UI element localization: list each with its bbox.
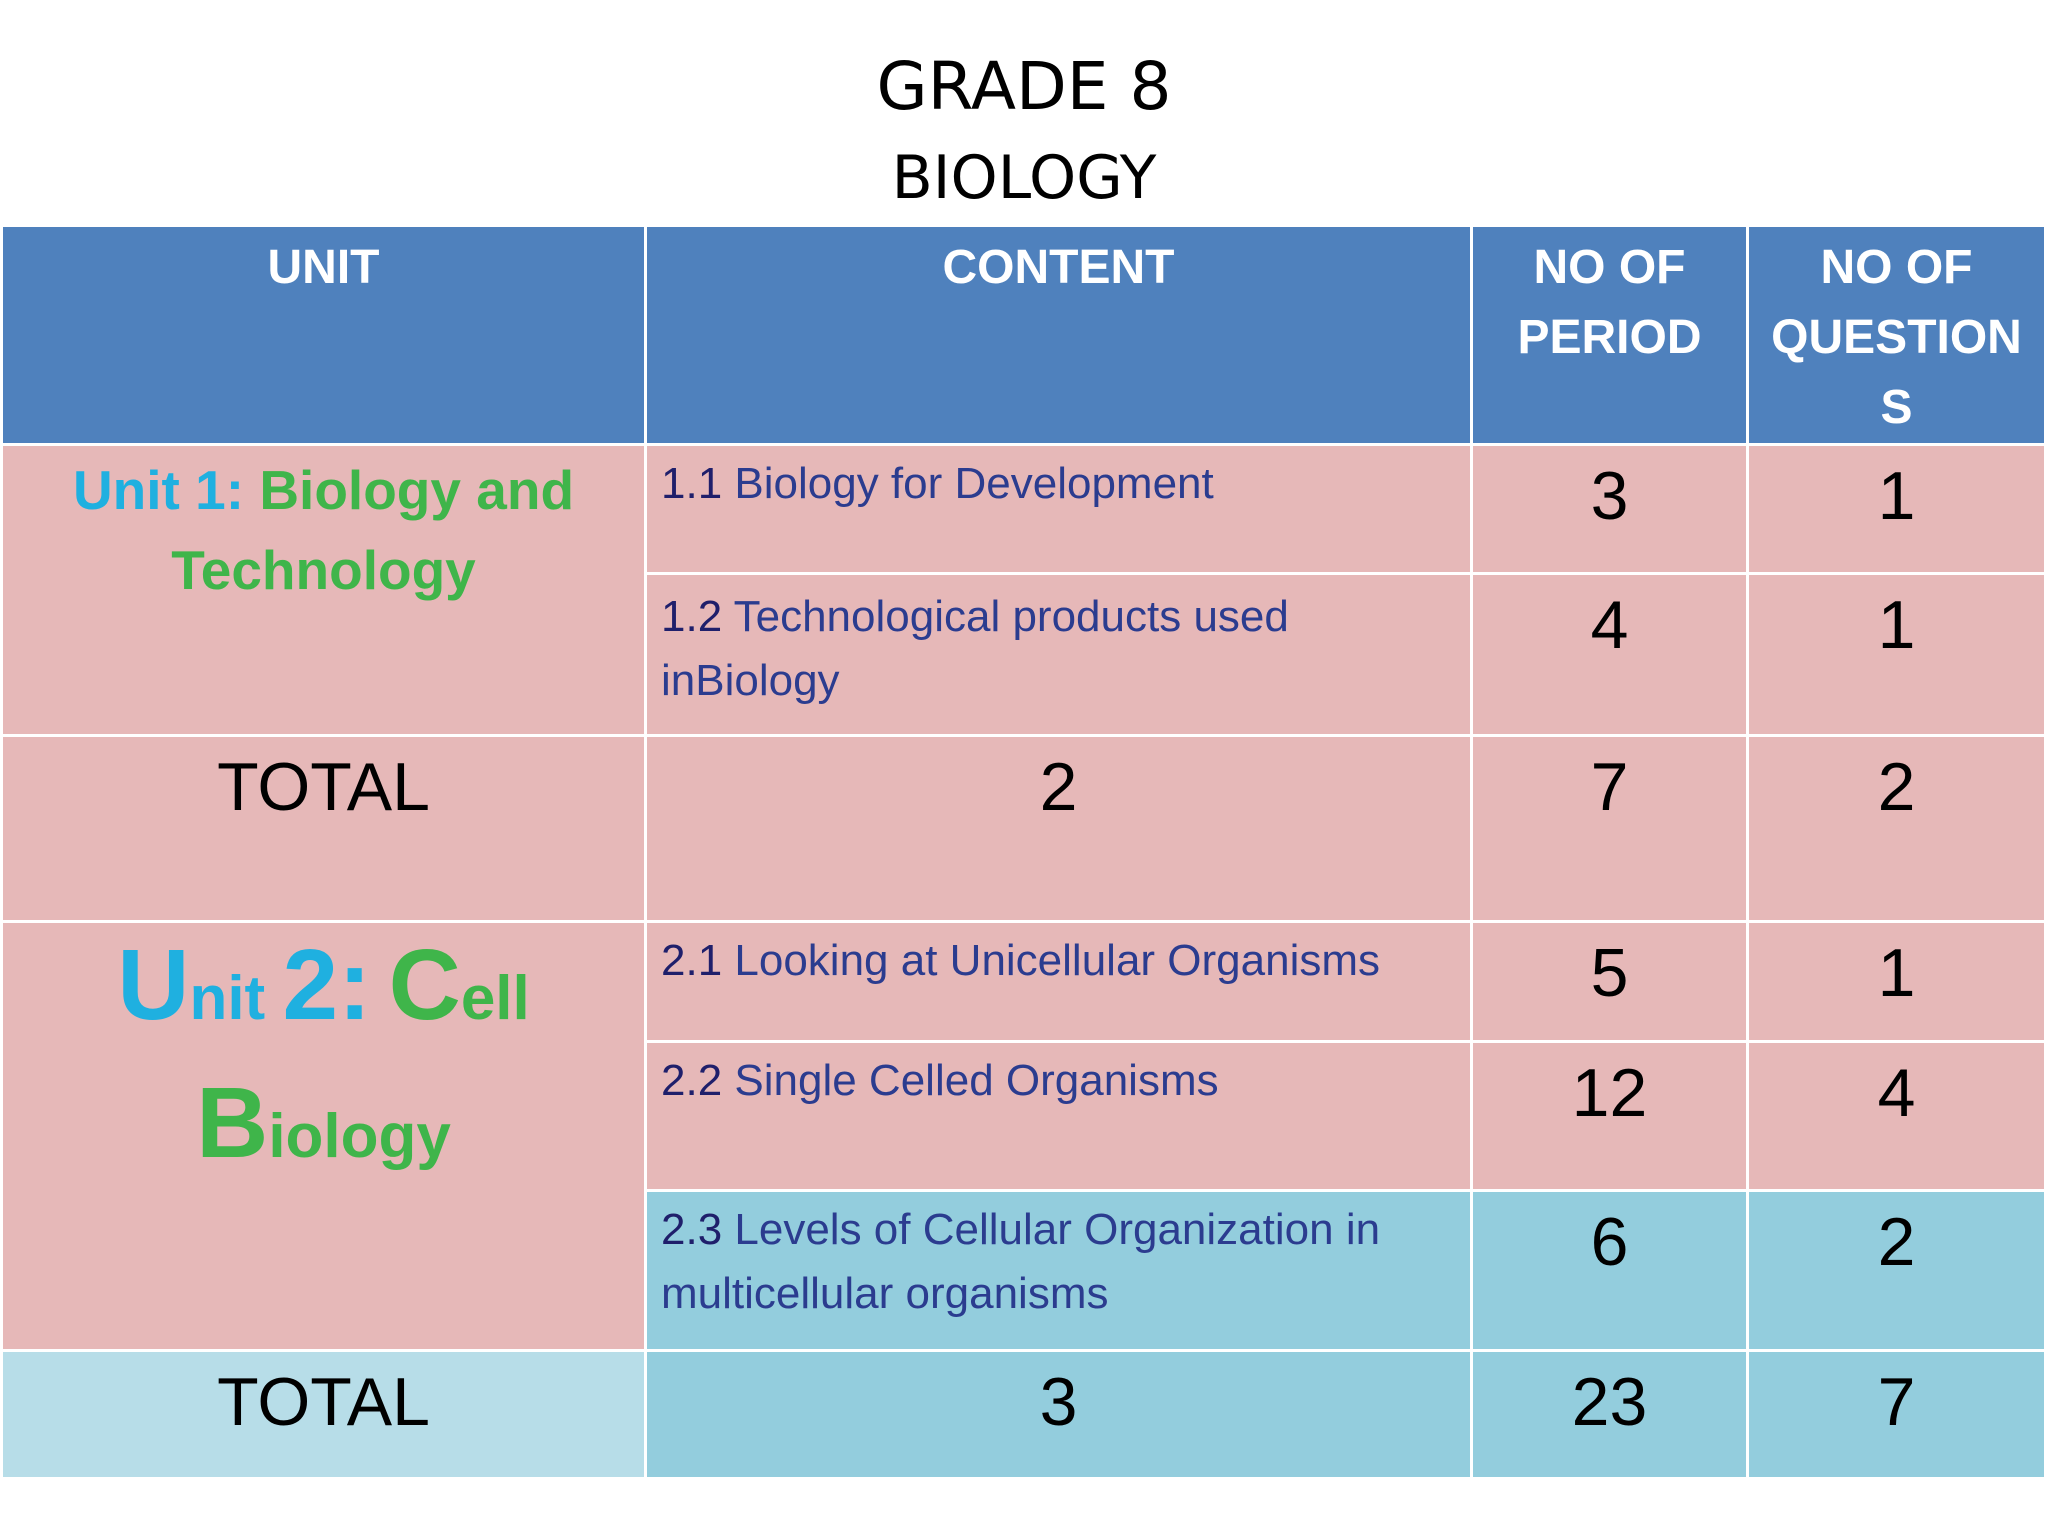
questions-cell: 1: [1746, 443, 2047, 575]
unit2-label-iology: iology: [268, 1102, 451, 1171]
unit2-label-nit: nit: [189, 964, 283, 1033]
questions-cell: 2: [1746, 1189, 2047, 1352]
unit2-label-number: 2:: [282, 929, 372, 1041]
periods-cell: 5: [1470, 920, 1749, 1043]
header-questions-line1: NO OF: [1820, 241, 1973, 294]
header-content: CONTENT: [644, 224, 1473, 446]
unit2-label-u: U: [117, 929, 190, 1041]
unit2-label-ell: ell: [460, 964, 530, 1033]
total-content: 2: [644, 734, 1473, 923]
content-number: 2.1: [661, 936, 735, 985]
header-periods-line2: PERIOD: [1517, 311, 1702, 364]
content-text: Levels of Cellular Organization in multi…: [661, 1205, 1381, 1318]
table-row: Unit 2: Cell Biology 2.1 Looking at Unic…: [0, 920, 2047, 1352]
content-cell: 2.3 Levels of Cellular Organization in m…: [644, 1189, 1473, 1352]
page-subtitle: BIOLOGY: [891, 143, 1157, 213]
total-periods: 7: [1470, 734, 1749, 923]
content-text: Biology for Development: [734, 459, 1214, 508]
questions-cell: 1: [1746, 572, 2047, 737]
total-row: TOTAL 2 7 2: [0, 734, 2047, 923]
header-no-of-questions: NO OF QUESTION S: [1746, 224, 2047, 446]
total-label: TOTAL: [0, 1349, 647, 1480]
table-row: 2.2 Single Celled Organisms 12 4: [2, 1040, 2047, 1192]
header-periods-line1: NO OF: [1533, 241, 1686, 294]
content-cell: 1.2 Technological products used inBiolog…: [644, 572, 1473, 737]
periods-cell: 4: [1470, 572, 1749, 737]
questions-cell: 1: [1746, 920, 2047, 1043]
header-questions-line3: S: [1880, 381, 1913, 434]
header-questions-line2: QUESTION: [1771, 311, 2022, 364]
grade8-biology-table: UNIT CONTENT NO OF PERIOD NO OF QUESTION…: [0, 224, 2047, 1480]
unit1-label-title2: Technology: [171, 539, 476, 601]
content-text: Single Celled Organisms: [734, 1056, 1219, 1105]
total-content: 3: [644, 1349, 1473, 1480]
unit2-cell: Unit 2: Cell Biology: [0, 920, 647, 1352]
content-text: Technological products used inBiology: [661, 592, 1289, 705]
periods-cell: 12: [1470, 1040, 1749, 1192]
total-label: TOTAL: [0, 734, 647, 923]
unit2-label-c: C: [388, 929, 461, 1041]
header-no-of-period: NO OF PERIOD: [1470, 224, 1749, 446]
content-number: 2.2: [661, 1056, 735, 1105]
content-cell: 2.2 Single Celled Organisms: [644, 1040, 1473, 1192]
total-questions: 2: [1746, 734, 2047, 923]
unit1-label-title: Biology and: [259, 459, 575, 521]
questions-cell: 4: [1746, 1040, 2047, 1192]
total-periods: 23: [1470, 1349, 1749, 1480]
table-row: 1.2 Technological products used inBiolog…: [2, 572, 2047, 737]
periods-cell: 6: [1470, 1189, 1749, 1352]
unit1-label-prefix: Unit 1:: [72, 459, 260, 521]
periods-cell: 3: [1470, 443, 1749, 575]
header-row: UNIT CONTENT NO OF PERIOD NO OF QUESTION…: [0, 224, 2047, 446]
content-number: 2.3: [661, 1205, 735, 1254]
total-questions: 7: [1746, 1349, 2047, 1480]
table-row: Unit 1: Biology and Technology 1.1 Biolo…: [0, 443, 2047, 737]
header-unit: UNIT: [0, 224, 647, 446]
content-text: Looking at Unicellular Organisms: [734, 936, 1381, 985]
unit2-label-b: B: [196, 1067, 269, 1179]
table-row: 2.3 Levels of Cellular Organization in m…: [2, 1189, 2047, 1352]
unit1-cell: Unit 1: Biology and Technology: [0, 443, 647, 737]
total-row: TOTAL 3 23 7: [0, 1349, 2047, 1480]
content-cell: 2.1 Looking at Unicellular Organisms: [644, 920, 1473, 1043]
content-number: 1.1: [661, 459, 735, 508]
page-title: GRADE 8: [876, 48, 1172, 125]
content-number: 1.2: [661, 592, 734, 641]
content-cell: 1.1 Biology for Development: [644, 443, 1473, 575]
